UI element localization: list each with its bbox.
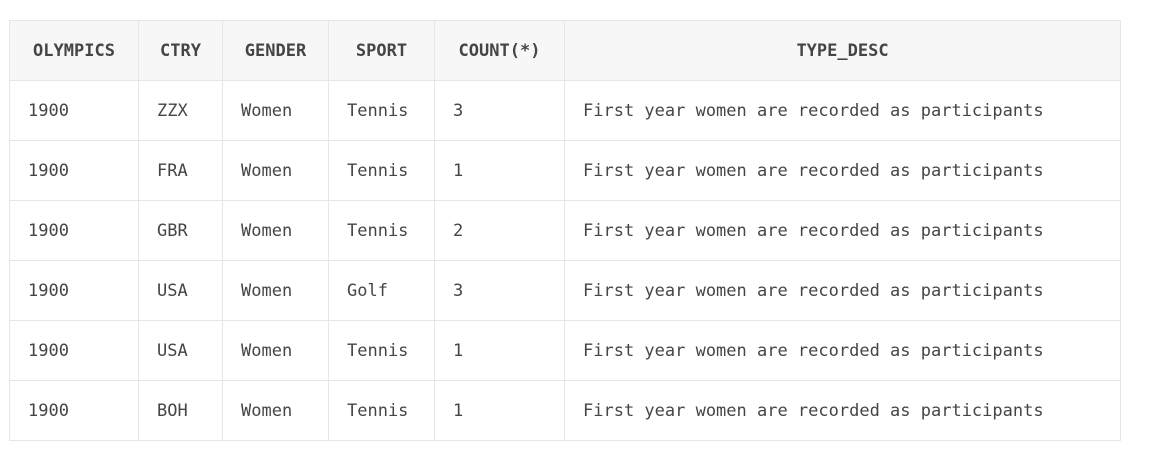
results-table-container: OLYMPICS CTRY GENDER SPORT COUNT(*) TYPE… (9, 20, 1121, 441)
cell-count: 1 (434, 140, 565, 201)
cell-sport: Tennis (328, 80, 435, 141)
cell-count: 3 (434, 260, 565, 321)
cell-ctry: USA (138, 260, 223, 321)
table-row: 1900 USA Women Golf 3 First year women a… (9, 260, 1121, 321)
cell-type-desc: First year women are recorded as partici… (564, 80, 1121, 141)
table-row: 1900 ZZX Women Tennis 3 First year women… (9, 80, 1121, 141)
cell-olympics: 1900 (9, 200, 139, 261)
cell-type-desc: First year women are recorded as partici… (564, 200, 1121, 261)
cell-count: 2 (434, 200, 565, 261)
cell-olympics: 1900 (9, 380, 139, 441)
cell-sport: Golf (328, 260, 435, 321)
cell-type-desc: First year women are recorded as partici… (564, 320, 1121, 381)
cell-sport: Tennis (328, 140, 435, 201)
column-header-count: COUNT(*) (434, 20, 565, 81)
cell-olympics: 1900 (9, 140, 139, 201)
cell-gender: Women (222, 320, 329, 381)
cell-olympics: 1900 (9, 260, 139, 321)
cell-gender: Women (222, 260, 329, 321)
cell-count: 1 (434, 380, 565, 441)
cell-sport: Tennis (328, 380, 435, 441)
cell-ctry: FRA (138, 140, 223, 201)
cell-gender: Women (222, 80, 329, 141)
cell-gender: Women (222, 200, 329, 261)
cell-ctry: USA (138, 320, 223, 381)
table-row: 1900 FRA Women Tennis 1 First year women… (9, 140, 1121, 201)
column-header-olympics: OLYMPICS (9, 20, 139, 81)
cell-ctry: BOH (138, 380, 223, 441)
column-header-gender: GENDER (222, 20, 329, 81)
cell-gender: Women (222, 380, 329, 441)
cell-ctry: ZZX (138, 80, 223, 141)
header-row: OLYMPICS CTRY GENDER SPORT COUNT(*) TYPE… (9, 20, 1121, 81)
cell-olympics: 1900 (9, 320, 139, 381)
cell-type-desc: First year women are recorded as partici… (564, 380, 1121, 441)
cell-olympics: 1900 (9, 80, 139, 141)
column-header-ctry: CTRY (138, 20, 223, 81)
table-row: 1900 GBR Women Tennis 2 First year women… (9, 200, 1121, 261)
results-table: OLYMPICS CTRY GENDER SPORT COUNT(*) TYPE… (9, 20, 1121, 441)
cell-sport: Tennis (328, 320, 435, 381)
column-header-sport: SPORT (328, 20, 435, 81)
table-row: 1900 BOH Women Tennis 1 First year women… (9, 380, 1121, 441)
cell-ctry: GBR (138, 200, 223, 261)
column-header-type-desc: TYPE_DESC (564, 20, 1121, 81)
cell-type-desc: First year women are recorded as partici… (564, 260, 1121, 321)
cell-count: 1 (434, 320, 565, 381)
table-row: 1900 USA Women Tennis 1 First year women… (9, 320, 1121, 381)
cell-count: 3 (434, 80, 565, 141)
cell-sport: Tennis (328, 200, 435, 261)
cell-type-desc: First year women are recorded as partici… (564, 140, 1121, 201)
cell-gender: Women (222, 140, 329, 201)
